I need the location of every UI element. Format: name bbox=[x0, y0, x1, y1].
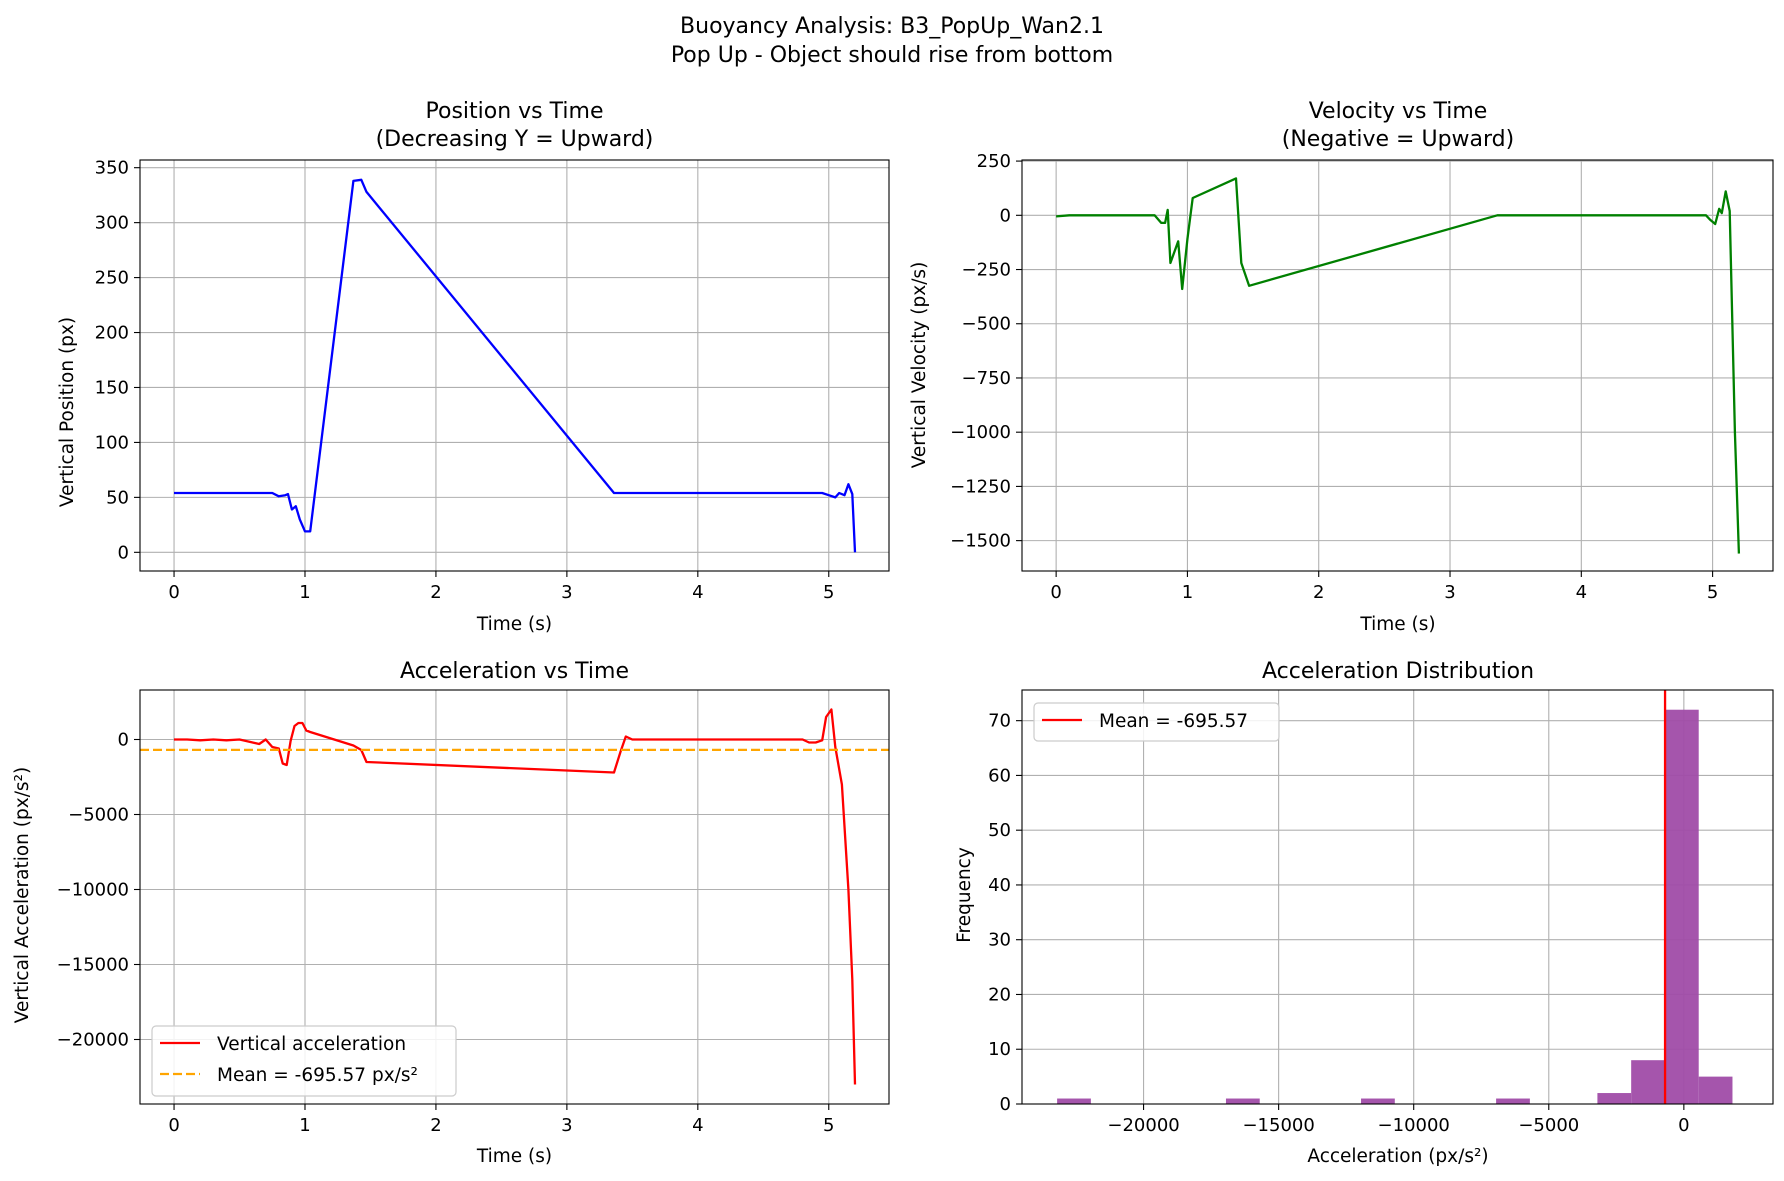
velocity-chart: Velocity vs Time (Negative = Upward) Tim… bbox=[909, 99, 1774, 635]
distribution-bar bbox=[1225, 1098, 1260, 1104]
distribution-ytick-label: 20 bbox=[988, 984, 1011, 1005]
distribution-ytick-label: 50 bbox=[988, 820, 1011, 841]
velocity-ytick-label: 0 bbox=[1000, 205, 1011, 226]
distribution-xtick-label: −10000 bbox=[1378, 1115, 1450, 1136]
acceleration-ytick-label: 0 bbox=[118, 730, 129, 751]
distribution-bar bbox=[1597, 1093, 1632, 1104]
acceleration-ytick-label: −15000 bbox=[57, 955, 129, 976]
distribution-axes-frame bbox=[1021, 689, 1774, 1105]
velocity-ytick-label: 250 bbox=[977, 151, 1011, 172]
position-ytick-label: 50 bbox=[106, 487, 129, 508]
acceleration-xtick-label: 2 bbox=[430, 1115, 441, 1136]
acceleration-xtick-label: 0 bbox=[168, 1115, 179, 1136]
acceleration-xtick-label: 3 bbox=[561, 1115, 572, 1136]
acceleration-series-line bbox=[174, 708, 857, 1085]
velocity-ytick-label: −750 bbox=[962, 368, 1011, 389]
distribution-ytick-label: 30 bbox=[988, 930, 1011, 951]
velocity-ytick-label: −1500 bbox=[950, 531, 1011, 552]
position-ytick-label: 0 bbox=[118, 542, 129, 563]
velocity-ytick-label: −1000 bbox=[950, 422, 1011, 443]
distribution-ytick-label: 60 bbox=[988, 765, 1011, 786]
position-series-line bbox=[174, 178, 857, 553]
distribution-bar bbox=[1057, 1098, 1091, 1104]
velocity-ylabel: Vertical Velocity (px/s) bbox=[909, 262, 930, 469]
acceleration-ylabel: Vertical Acceleration (px/s²) bbox=[12, 767, 33, 1023]
acceleration-xtick-label: 5 bbox=[823, 1115, 834, 1136]
position-ytick-label: 350 bbox=[95, 158, 129, 179]
distribution-xtick-label: −5000 bbox=[1518, 1115, 1579, 1136]
distribution-bar bbox=[1361, 1098, 1395, 1104]
acceleration-legend: Vertical acceleration Mean = -695.57 px/… bbox=[151, 1025, 457, 1097]
position-ytick-label: 300 bbox=[95, 213, 129, 234]
velocity-title-line1: Velocity vs Time bbox=[1309, 99, 1488, 124]
position-xtick-label: 0 bbox=[168, 582, 179, 603]
distribution-ylabel: Frequency bbox=[954, 847, 975, 943]
distribution-bar bbox=[1698, 1076, 1733, 1104]
position-xtick-label: 1 bbox=[299, 582, 310, 603]
distribution-xtick-label: −20000 bbox=[1107, 1115, 1179, 1136]
velocity-ytick-label: −500 bbox=[962, 314, 1011, 335]
position-xtick-label: 5 bbox=[823, 582, 834, 603]
legend-label-mean: Mean = -695.57 bbox=[1099, 711, 1248, 732]
position-xlabel: Time (s) bbox=[476, 614, 552, 635]
position-ytick-label: 150 bbox=[95, 377, 129, 398]
legend-box bbox=[1033, 702, 1280, 742]
position-ytick-label: 100 bbox=[95, 432, 129, 453]
position-ylabel: Vertical Position (px) bbox=[57, 317, 78, 507]
distribution-title: Acceleration Distribution bbox=[1262, 659, 1534, 684]
position-chart: Position vs Time (Decreasing Y = Upward)… bbox=[57, 99, 890, 635]
distribution-xlabel: Acceleration (px/s²) bbox=[1307, 1146, 1488, 1167]
figure-title-line2: Pop Up - Object should rise from bottom bbox=[671, 43, 1113, 68]
distribution-ytick-label: 0 bbox=[1000, 1094, 1011, 1115]
acceleration-ytick-label: −10000 bbox=[57, 880, 129, 901]
position-axes-frame bbox=[139, 159, 890, 572]
figure-title-line1: Buoyancy Analysis: B3_PopUp_Wan2.1 bbox=[680, 14, 1104, 39]
velocity-xtick-label: 3 bbox=[1444, 582, 1455, 603]
velocity-xtick-label: 1 bbox=[1182, 582, 1193, 603]
distribution-chart: Acceleration Distribution Acceleration (… bbox=[954, 659, 1774, 1167]
acceleration-xtick-label: 4 bbox=[692, 1115, 703, 1136]
velocity-xtick-label: 4 bbox=[1576, 582, 1587, 603]
acceleration-chart: Acceleration vs Time Time (s) Vertical A… bbox=[12, 659, 890, 1167]
velocity-series-line bbox=[1056, 177, 1741, 554]
position-xtick-label: 2 bbox=[430, 582, 441, 603]
velocity-ytick-label: −250 bbox=[962, 260, 1011, 281]
legend-label-mean: Mean = -695.57 px/s² bbox=[217, 1065, 418, 1086]
legend-box bbox=[151, 1025, 457, 1097]
position-xtick-label: 4 bbox=[692, 582, 703, 603]
distribution-ytick-label: 70 bbox=[988, 711, 1011, 732]
velocity-xlabel: Time (s) bbox=[1359, 614, 1435, 635]
distribution-bar bbox=[1631, 1060, 1665, 1104]
velocity-ytick-label: −1250 bbox=[950, 476, 1011, 497]
position-title-line2: (Decreasing Y = Upward) bbox=[376, 127, 654, 152]
velocity-xtick-label: 2 bbox=[1313, 582, 1324, 603]
distribution-xtick-label: 0 bbox=[1678, 1115, 1689, 1136]
distribution-legend: Mean = -695.57 bbox=[1033, 702, 1280, 742]
legend-label-acceleration: Vertical acceleration bbox=[217, 1034, 406, 1055]
distribution-ytick-label: 10 bbox=[988, 1039, 1011, 1060]
acceleration-xlabel: Time (s) bbox=[476, 1146, 552, 1167]
velocity-xtick-label: 0 bbox=[1050, 582, 1061, 603]
position-title-line1: Position vs Time bbox=[426, 99, 604, 124]
distribution-bar bbox=[1496, 1098, 1530, 1104]
distribution-xtick-label: −15000 bbox=[1242, 1115, 1314, 1136]
acceleration-title: Acceleration vs Time bbox=[400, 659, 629, 684]
distribution-bar bbox=[1664, 709, 1699, 1104]
acceleration-ytick-label: −5000 bbox=[68, 805, 129, 826]
acceleration-axes-frame bbox=[139, 689, 890, 1105]
velocity-title-line2: (Negative = Upward) bbox=[1282, 127, 1514, 152]
position-ytick-label: 200 bbox=[95, 323, 129, 344]
distribution-ytick-label: 40 bbox=[988, 875, 1011, 896]
position-xtick-label: 3 bbox=[561, 582, 572, 603]
acceleration-ytick-label: −20000 bbox=[57, 1030, 129, 1051]
position-ytick-label: 250 bbox=[95, 268, 129, 289]
velocity-axes-frame bbox=[1021, 159, 1774, 572]
acceleration-xtick-label: 1 bbox=[299, 1115, 310, 1136]
velocity-xtick-label: 5 bbox=[1707, 582, 1718, 603]
